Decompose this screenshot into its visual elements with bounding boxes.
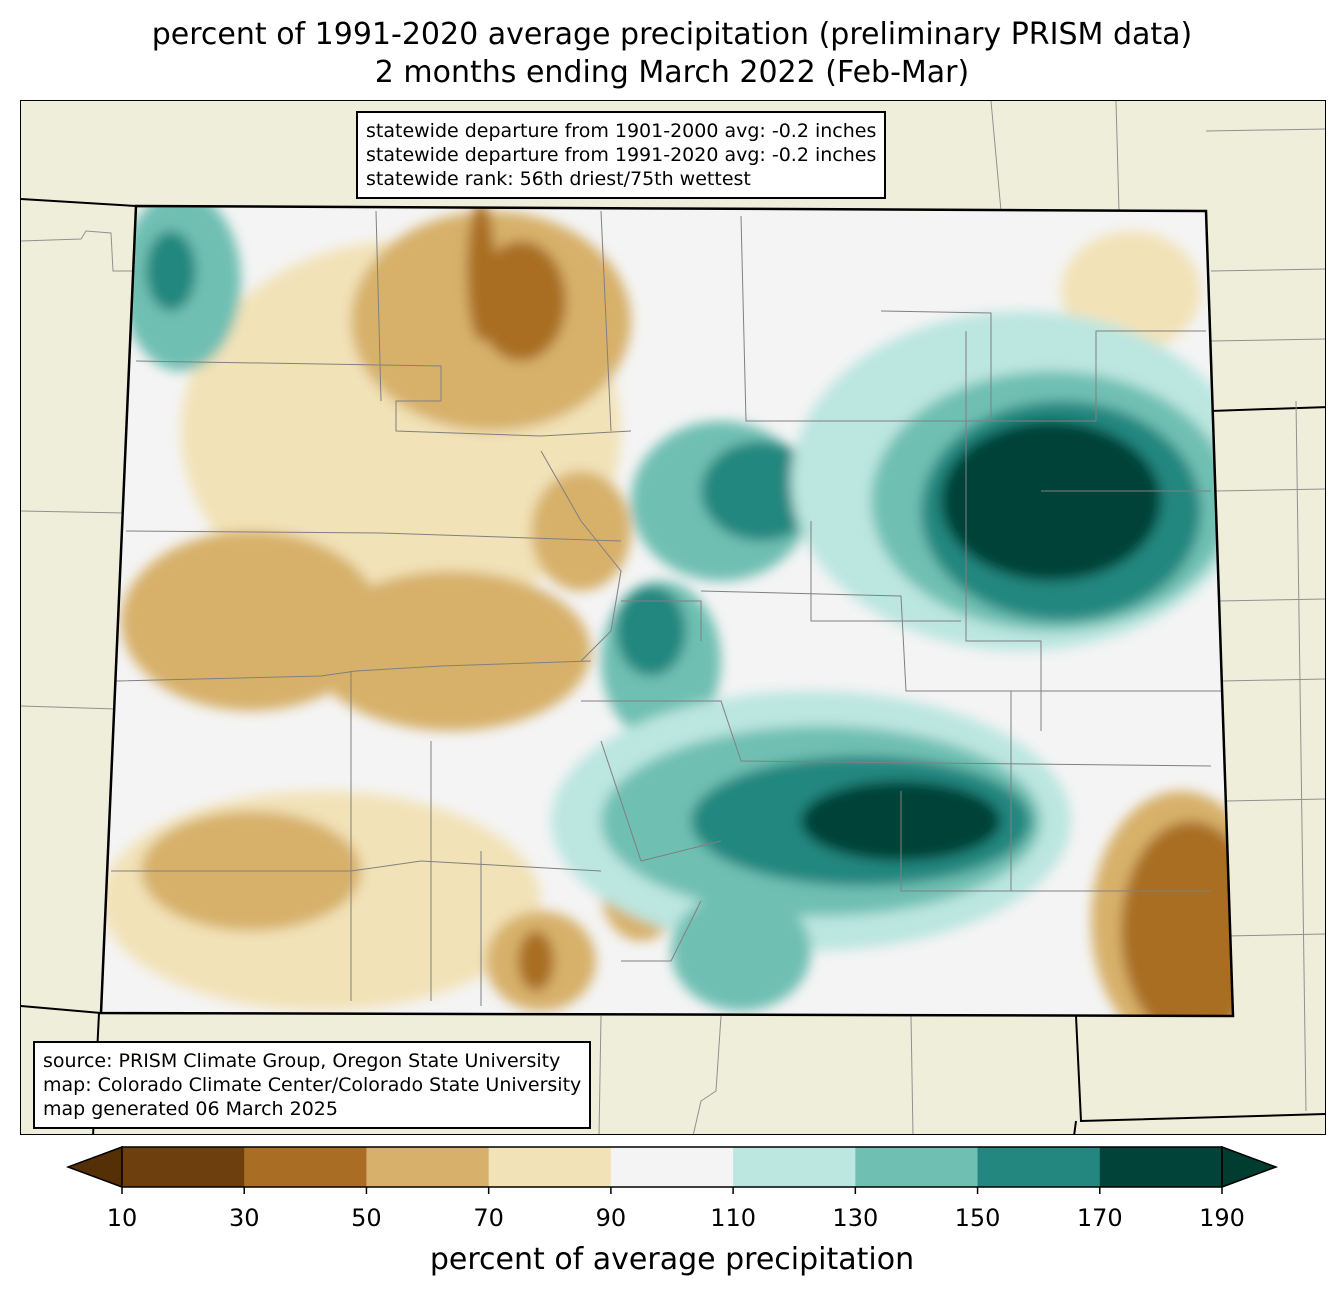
colorbar-over-arrow xyxy=(1221,1145,1279,1189)
colorbar-tick-label: 70 xyxy=(473,1204,504,1232)
colorbar-under-arrow xyxy=(65,1145,123,1189)
map-title-line1: percent of 1991-2020 average precipitati… xyxy=(151,17,1193,52)
source-box: source: PRISM Climate Group, Oregon Stat… xyxy=(33,1041,592,1129)
map-credit-line: map: Colorado Climate Center/Colorado St… xyxy=(43,1074,582,1096)
colorbar-tick-label: 50 xyxy=(351,1204,382,1232)
precipitation-field xyxy=(101,206,1233,1016)
county-lines xyxy=(111,210,1221,1006)
colorbar-segment xyxy=(122,1147,245,1187)
map-generated-line: map generated 06 March 2025 xyxy=(43,1098,338,1120)
colorbar-segments xyxy=(122,1147,1223,1187)
source-line: source: PRISM Climate Group, Oregon Stat… xyxy=(43,1050,561,1072)
colorbar-tick-label: 170 xyxy=(1076,1204,1123,1232)
precipitation-map: statewide departure from 1901-2000 avg: … xyxy=(20,100,1326,1135)
colorbar-tick-label: 90 xyxy=(595,1204,627,1232)
colorbar-segment xyxy=(855,1147,979,1187)
colorbar-tick-label: 30 xyxy=(228,1204,260,1232)
colorbar xyxy=(65,1145,1279,1194)
colorbar-tick-label: 110 xyxy=(710,1204,757,1232)
colorbar-segment xyxy=(244,1147,367,1187)
colorbar-segment xyxy=(488,1147,612,1187)
colorbar-segment xyxy=(1099,1147,1223,1187)
colorbar-tick-label: 150 xyxy=(954,1204,1001,1232)
colorado-state-border xyxy=(99,204,1235,1018)
colorbar-segment xyxy=(610,1147,734,1187)
neighbor-county-lines xyxy=(21,101,1325,1134)
statewide-stats-box: statewide departure from 1901-2000 avg: … xyxy=(356,111,887,199)
stats-departure-1901-2000: statewide departure from 1901-2000 avg: … xyxy=(366,120,877,142)
map-title-line2: 2 months ending March 2022 (Feb-Mar) xyxy=(374,55,970,90)
colorbar-label: percent of average precipitation xyxy=(429,1242,915,1277)
stats-rank: statewide rank: 56th driest/75th wettest xyxy=(366,168,751,190)
colorbar-tick-label: 10 xyxy=(106,1204,138,1232)
colorbar-tick-label: 130 xyxy=(832,1204,879,1232)
stats-departure-1991-2020: statewide departure from 1991-2020 avg: … xyxy=(366,144,877,166)
map-canvas xyxy=(21,101,1325,1134)
colorbar-segment xyxy=(733,1147,856,1187)
colorbar-tick-label: 190 xyxy=(1199,1204,1245,1232)
colorbar-segment xyxy=(977,1147,1101,1187)
colorbar-segment xyxy=(366,1147,490,1187)
